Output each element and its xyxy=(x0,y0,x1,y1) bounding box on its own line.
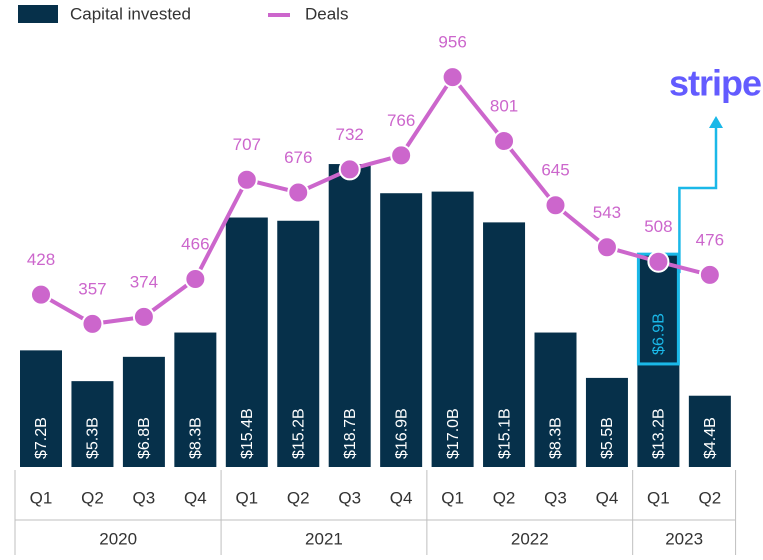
bar xyxy=(328,164,371,467)
legend-swatch xyxy=(18,5,58,23)
bar xyxy=(688,395,731,467)
deals-point xyxy=(184,268,207,291)
deals-value-label: 676 xyxy=(284,148,312,167)
deals-point xyxy=(30,283,52,306)
deals-point xyxy=(132,305,155,328)
category-axis-frame xyxy=(14,470,735,555)
x-tick-label: Q1 xyxy=(30,488,53,507)
bar xyxy=(534,332,577,467)
x-group-label: 2021 xyxy=(305,529,343,548)
bar-value-label: $15.2B xyxy=(290,408,307,459)
deals-point xyxy=(493,129,516,152)
deals-value-label: 508 xyxy=(644,217,672,236)
bar xyxy=(585,377,628,467)
bar xyxy=(122,356,165,467)
legend-label: Capital invested xyxy=(70,4,191,23)
highlight-arrowhead xyxy=(709,116,723,128)
x-tick-label: Q2 xyxy=(287,488,310,507)
bar xyxy=(431,191,474,467)
bar-value-label: $18.7B xyxy=(342,408,359,459)
x-tick-label: Q2 xyxy=(81,488,104,507)
bar-value-label: $5.5B xyxy=(599,417,616,459)
legend-label: Deals xyxy=(305,4,348,23)
highlight-arrow xyxy=(678,125,718,274)
bar xyxy=(71,381,114,467)
bar-value-label: $5.3B xyxy=(85,417,102,459)
highlight-value-label: $6.9B xyxy=(651,313,668,355)
x-group-label: 2020 xyxy=(99,529,137,548)
bar xyxy=(225,217,268,467)
deals-value-label: 956 xyxy=(438,33,466,52)
bar-value-label: $15.4B xyxy=(239,408,256,459)
bar-value-label: $6.8B xyxy=(136,417,153,459)
x-tick-label: Q4 xyxy=(184,488,207,507)
x-tick-label: Q1 xyxy=(647,488,670,507)
deals-value-label: 732 xyxy=(336,125,364,144)
deals-point xyxy=(235,168,258,191)
deals-value-label: 645 xyxy=(541,161,569,180)
deals-value-label: 543 xyxy=(593,203,621,222)
deals-point xyxy=(441,66,464,89)
deals-point xyxy=(81,312,104,335)
x-tick-label: Q3 xyxy=(133,488,156,507)
bar xyxy=(20,350,62,467)
x-tick-label: Q1 xyxy=(235,488,258,507)
bar-value-label: $4.4B xyxy=(702,417,719,459)
deals-value-label: 428 xyxy=(27,250,55,269)
x-group-label: 2022 xyxy=(511,529,549,548)
deals-point xyxy=(595,236,618,259)
x-tick-label: Q2 xyxy=(699,488,722,507)
bar xyxy=(483,222,526,467)
x-group-label: 2023 xyxy=(665,529,703,548)
x-tick-label: Q2 xyxy=(493,488,516,507)
deals-value-label: 707 xyxy=(233,135,261,154)
bar-value-label: $15.1B xyxy=(496,408,513,459)
x-tick-label: Q3 xyxy=(544,488,567,507)
bar-value-label: $8.3B xyxy=(188,417,205,459)
bar xyxy=(277,220,320,467)
bar-value-label: $8.3B xyxy=(548,417,565,459)
bar xyxy=(380,193,423,467)
deals-point xyxy=(647,250,670,273)
deals-point xyxy=(698,263,721,286)
x-tick-label: Q4 xyxy=(596,488,619,507)
bar-value-label: $16.9B xyxy=(393,408,410,459)
deals-value-label: 476 xyxy=(696,230,724,249)
x-tick-label: Q4 xyxy=(390,488,413,507)
deals-value-label: 466 xyxy=(181,234,209,253)
deals-value-label: 357 xyxy=(78,279,106,298)
bar-value-label: $7.2B xyxy=(33,417,50,459)
deals-value-label: 766 xyxy=(387,111,415,130)
deals-point xyxy=(390,144,413,167)
x-tick-label: Q3 xyxy=(338,488,361,507)
deals-value-label: 374 xyxy=(130,272,158,291)
deals-point xyxy=(338,158,361,181)
bar-value-label: $17.0B xyxy=(445,408,462,459)
deals-point xyxy=(544,194,567,217)
x-tick-label: Q1 xyxy=(441,488,464,507)
highlight-label: stripe xyxy=(669,63,761,104)
bar-value-label: $13.2B xyxy=(651,408,668,459)
bar xyxy=(637,253,680,467)
bar xyxy=(174,332,217,467)
deals-value-label: 801 xyxy=(490,96,518,115)
deals-point xyxy=(287,181,310,204)
